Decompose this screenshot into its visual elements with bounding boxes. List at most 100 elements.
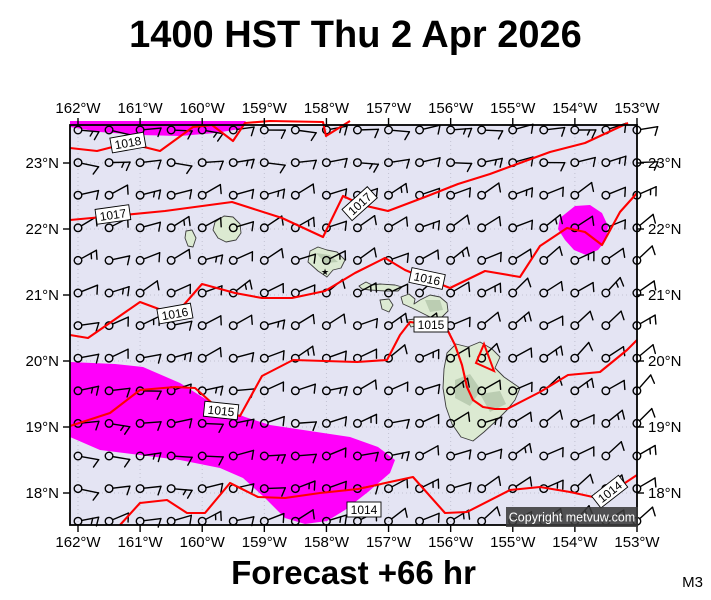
barb-feather	[282, 350, 285, 361]
barb-shaft	[546, 186, 564, 195]
barb-shaft	[204, 217, 222, 227]
station-circle	[446, 288, 456, 298]
barb-shaft	[142, 252, 161, 260]
barb-shaft	[235, 314, 253, 325]
wind-barb	[352, 158, 380, 173]
barb-shaft	[204, 183, 222, 194]
station-circle	[135, 190, 145, 200]
barb-shaft	[298, 129, 317, 134]
barb-half-feather	[90, 386, 94, 394]
wind-barb	[601, 155, 627, 168]
wind-barb	[73, 418, 100, 431]
wind-barb	[570, 473, 594, 494]
wind-barb	[228, 449, 255, 461]
barb-feather	[437, 445, 440, 456]
station-circle	[446, 353, 456, 363]
barb-shaft	[360, 162, 380, 166]
station-circle	[384, 223, 394, 233]
barb-half-feather	[245, 159, 249, 167]
wind-barb	[259, 158, 286, 174]
barb-feather	[156, 280, 160, 291]
wind-barb	[290, 480, 316, 494]
barb-feather	[126, 485, 131, 496]
wind-barb	[570, 125, 597, 139]
island-lanai	[379, 298, 394, 313]
barb-feather	[404, 507, 408, 518]
wind-barb	[446, 281, 471, 298]
isobar-label-box	[202, 400, 240, 421]
station-circle	[539, 451, 549, 461]
barb-feather	[126, 255, 131, 266]
wind-barb	[384, 451, 410, 462]
barb-feather	[623, 379, 626, 391]
station-circle	[601, 321, 611, 331]
station-circle	[321, 255, 331, 265]
station-circle	[477, 484, 487, 494]
barb-feather	[653, 280, 657, 291]
barb-feather	[188, 248, 191, 260]
wind-barb	[104, 184, 129, 200]
wind-barb	[508, 347, 533, 363]
isobar-1016	[69, 192, 638, 340]
station-circle	[570, 418, 580, 428]
barb-feather	[437, 187, 441, 199]
station-circle	[228, 451, 238, 461]
barb-feather	[251, 188, 255, 200]
barb-feather	[157, 127, 162, 138]
lon-label-bottom: 162°W	[55, 534, 101, 551]
barb-shaft	[608, 409, 623, 422]
barb-shaft	[143, 452, 162, 457]
station-circle	[104, 125, 114, 135]
wind-barb	[570, 341, 594, 363]
wind-barb	[73, 321, 100, 332]
barb-feather	[186, 165, 193, 175]
barb-feather	[373, 163, 380, 173]
wind-barb	[259, 350, 285, 363]
barb-shaft	[173, 215, 190, 227]
barb-shaft	[360, 379, 377, 390]
barb-feather	[344, 157, 348, 169]
barb-shaft	[297, 509, 314, 520]
wind-barb	[477, 416, 503, 428]
station-circle	[290, 386, 300, 396]
station-circle	[415, 158, 425, 168]
precip-area-northeast-blob	[558, 205, 608, 255]
station-circle	[508, 353, 518, 363]
barb-shaft	[608, 155, 627, 163]
barb-feather	[620, 441, 625, 452]
wind-barb	[290, 183, 315, 200]
station-circle	[570, 288, 580, 298]
barb-half-feather	[461, 250, 465, 258]
wind-barb	[415, 383, 441, 396]
station-circle	[446, 451, 456, 461]
wind-barb	[73, 353, 100, 364]
lon-label-bottom: 160°W	[180, 534, 226, 551]
station-circle	[446, 255, 456, 265]
barb-shaft	[515, 219, 534, 228]
barb-feather	[251, 418, 255, 429]
barb-shaft	[607, 276, 621, 291]
barb-half-feather	[182, 489, 187, 496]
barb-feather	[218, 456, 224, 466]
wind-barb	[290, 253, 317, 265]
wind-barb	[321, 386, 348, 397]
wind-barb	[446, 411, 471, 428]
wind-barb	[384, 418, 410, 429]
lon-label-bottom: 161°W	[118, 534, 164, 551]
station-circle	[477, 418, 487, 428]
station-circle	[228, 190, 238, 200]
barb-half-feather	[277, 320, 280, 328]
station-circle	[228, 223, 238, 233]
wind-barb	[477, 448, 503, 461]
barb-half-feather	[494, 158, 498, 166]
barb-shaft	[174, 418, 193, 424]
station-circle	[197, 353, 207, 363]
station-circle	[446, 418, 456, 428]
barb-feather	[95, 249, 98, 260]
wind-barb	[166, 418, 193, 429]
station-circle	[415, 451, 425, 461]
wind-barb	[539, 315, 564, 331]
station-circle	[539, 288, 549, 298]
barb-shaft	[484, 282, 502, 292]
barb-shaft	[174, 320, 193, 326]
